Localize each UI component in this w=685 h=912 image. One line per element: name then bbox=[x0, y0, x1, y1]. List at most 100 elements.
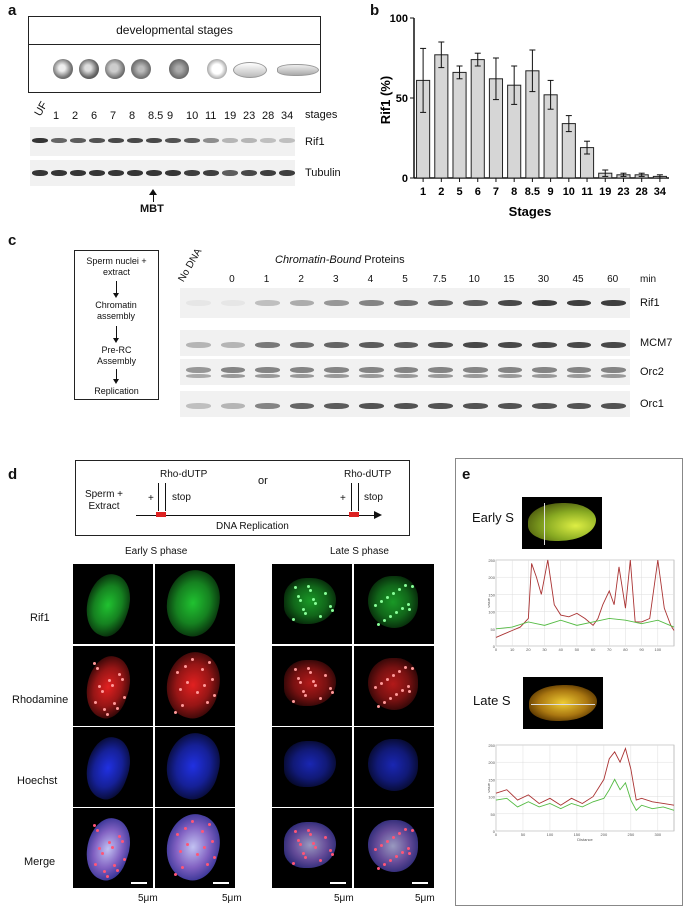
stage-lane-label: 19 bbox=[224, 110, 237, 122]
foci bbox=[374, 604, 377, 607]
microscopy-image bbox=[73, 646, 153, 726]
microscopy-image bbox=[272, 808, 352, 888]
rif1-band bbox=[566, 300, 592, 306]
rif1-band bbox=[324, 300, 350, 306]
orc2-band bbox=[566, 367, 592, 373]
rif1-band bbox=[89, 138, 105, 143]
profile-line bbox=[495, 618, 675, 630]
foci bbox=[324, 674, 327, 677]
mcm7-band bbox=[497, 342, 523, 348]
y-tick-label: 100 bbox=[488, 795, 495, 800]
foci bbox=[297, 839, 300, 842]
foci bbox=[374, 686, 377, 689]
x-tick-label: 6 bbox=[475, 186, 481, 198]
nucleus bbox=[77, 568, 139, 642]
scalebar bbox=[330, 882, 346, 884]
tubulin-band bbox=[260, 170, 276, 176]
early-s-label: Early S bbox=[472, 510, 514, 525]
scheme-or: or bbox=[258, 475, 268, 487]
orc1-band bbox=[393, 403, 419, 409]
orc2-band bbox=[532, 374, 557, 378]
embryo-image bbox=[105, 59, 125, 79]
orc1-band bbox=[532, 403, 557, 409]
foci bbox=[191, 658, 194, 661]
orc2-band bbox=[601, 374, 626, 378]
nucleus bbox=[284, 578, 336, 624]
foci bbox=[307, 585, 310, 588]
flow-step-replication: Replication bbox=[94, 386, 139, 396]
stage-lane-label: 11 bbox=[205, 110, 217, 122]
scheme-stop-early: stop bbox=[172, 492, 191, 503]
foci bbox=[213, 694, 216, 697]
foci bbox=[121, 678, 124, 681]
foci bbox=[404, 666, 407, 669]
foci bbox=[309, 671, 312, 674]
rif1-band bbox=[51, 138, 67, 143]
foci bbox=[309, 589, 312, 592]
mcm7-band bbox=[186, 342, 211, 348]
orc1-band bbox=[566, 403, 592, 409]
rif1-band bbox=[32, 138, 48, 143]
blot-label-orc1: Orc1 bbox=[640, 398, 664, 410]
foci bbox=[386, 596, 389, 599]
foci bbox=[174, 711, 177, 714]
foci bbox=[304, 856, 307, 859]
foci bbox=[392, 836, 395, 839]
foci bbox=[121, 840, 124, 843]
foci bbox=[106, 875, 109, 878]
x-axis-label: Distance bbox=[577, 837, 593, 842]
blot-label-orc2: Orc2 bbox=[640, 366, 664, 378]
y-tick-label: 0 bbox=[493, 829, 496, 834]
orc2-band bbox=[428, 367, 453, 373]
foci bbox=[206, 701, 209, 704]
foci bbox=[380, 682, 383, 685]
rif1-band bbox=[127, 138, 143, 143]
foci bbox=[408, 690, 411, 693]
time-lane-label: 7.5 bbox=[432, 274, 447, 285]
orc2-band bbox=[462, 367, 488, 373]
plot-area bbox=[495, 559, 675, 647]
foci bbox=[395, 693, 398, 696]
flow-arrow-head bbox=[113, 338, 119, 343]
panel-d-label: d bbox=[8, 466, 18, 483]
orc2-band bbox=[186, 367, 211, 373]
mcm7-band bbox=[324, 342, 350, 348]
early-s-line-profile: 0501001502002500102030405060708090100Dis… bbox=[488, 558, 675, 653]
foci bbox=[411, 585, 414, 588]
rif1-band bbox=[184, 138, 200, 143]
foci bbox=[398, 670, 401, 673]
time-lane-label: 3 bbox=[332, 274, 339, 285]
orc1-band bbox=[186, 403, 211, 409]
foci bbox=[203, 846, 206, 849]
chromatin-title-rest: Proteins bbox=[361, 254, 405, 266]
scheme-sperm-extract: Sperm + Extract bbox=[84, 489, 124, 512]
rif1-blot-c bbox=[180, 288, 630, 318]
orc1-band bbox=[497, 403, 523, 409]
tubulin-band bbox=[127, 170, 143, 176]
stage-lane-label: 8.5 bbox=[148, 110, 164, 122]
flow-diagram: Sperm nuclei + extract Chromatin assembl… bbox=[74, 250, 159, 400]
foci bbox=[191, 820, 194, 823]
rif1-band bbox=[601, 300, 626, 306]
foci bbox=[299, 843, 302, 846]
nucleus bbox=[159, 727, 227, 805]
time-lane-label: 5 bbox=[402, 274, 408, 285]
foci bbox=[329, 687, 332, 690]
x-tick-label: 250 bbox=[628, 832, 635, 837]
x-tick-label: 10 bbox=[510, 647, 515, 652]
profile-line bbox=[495, 778, 675, 812]
rif1-band bbox=[186, 300, 211, 306]
orc2-band bbox=[497, 367, 523, 373]
mcm7-band bbox=[220, 342, 246, 348]
orc2-band bbox=[255, 374, 280, 378]
mcm7-band bbox=[359, 342, 384, 348]
orc2-band bbox=[393, 367, 419, 373]
stage-lane-label: 9 bbox=[167, 110, 174, 122]
foci bbox=[113, 864, 116, 867]
nucleus bbox=[368, 658, 418, 710]
rif1-band bbox=[222, 138, 238, 143]
x-tick-label: 8.5 bbox=[525, 186, 540, 198]
rif1-band bbox=[146, 138, 162, 143]
nucleus bbox=[159, 564, 227, 642]
